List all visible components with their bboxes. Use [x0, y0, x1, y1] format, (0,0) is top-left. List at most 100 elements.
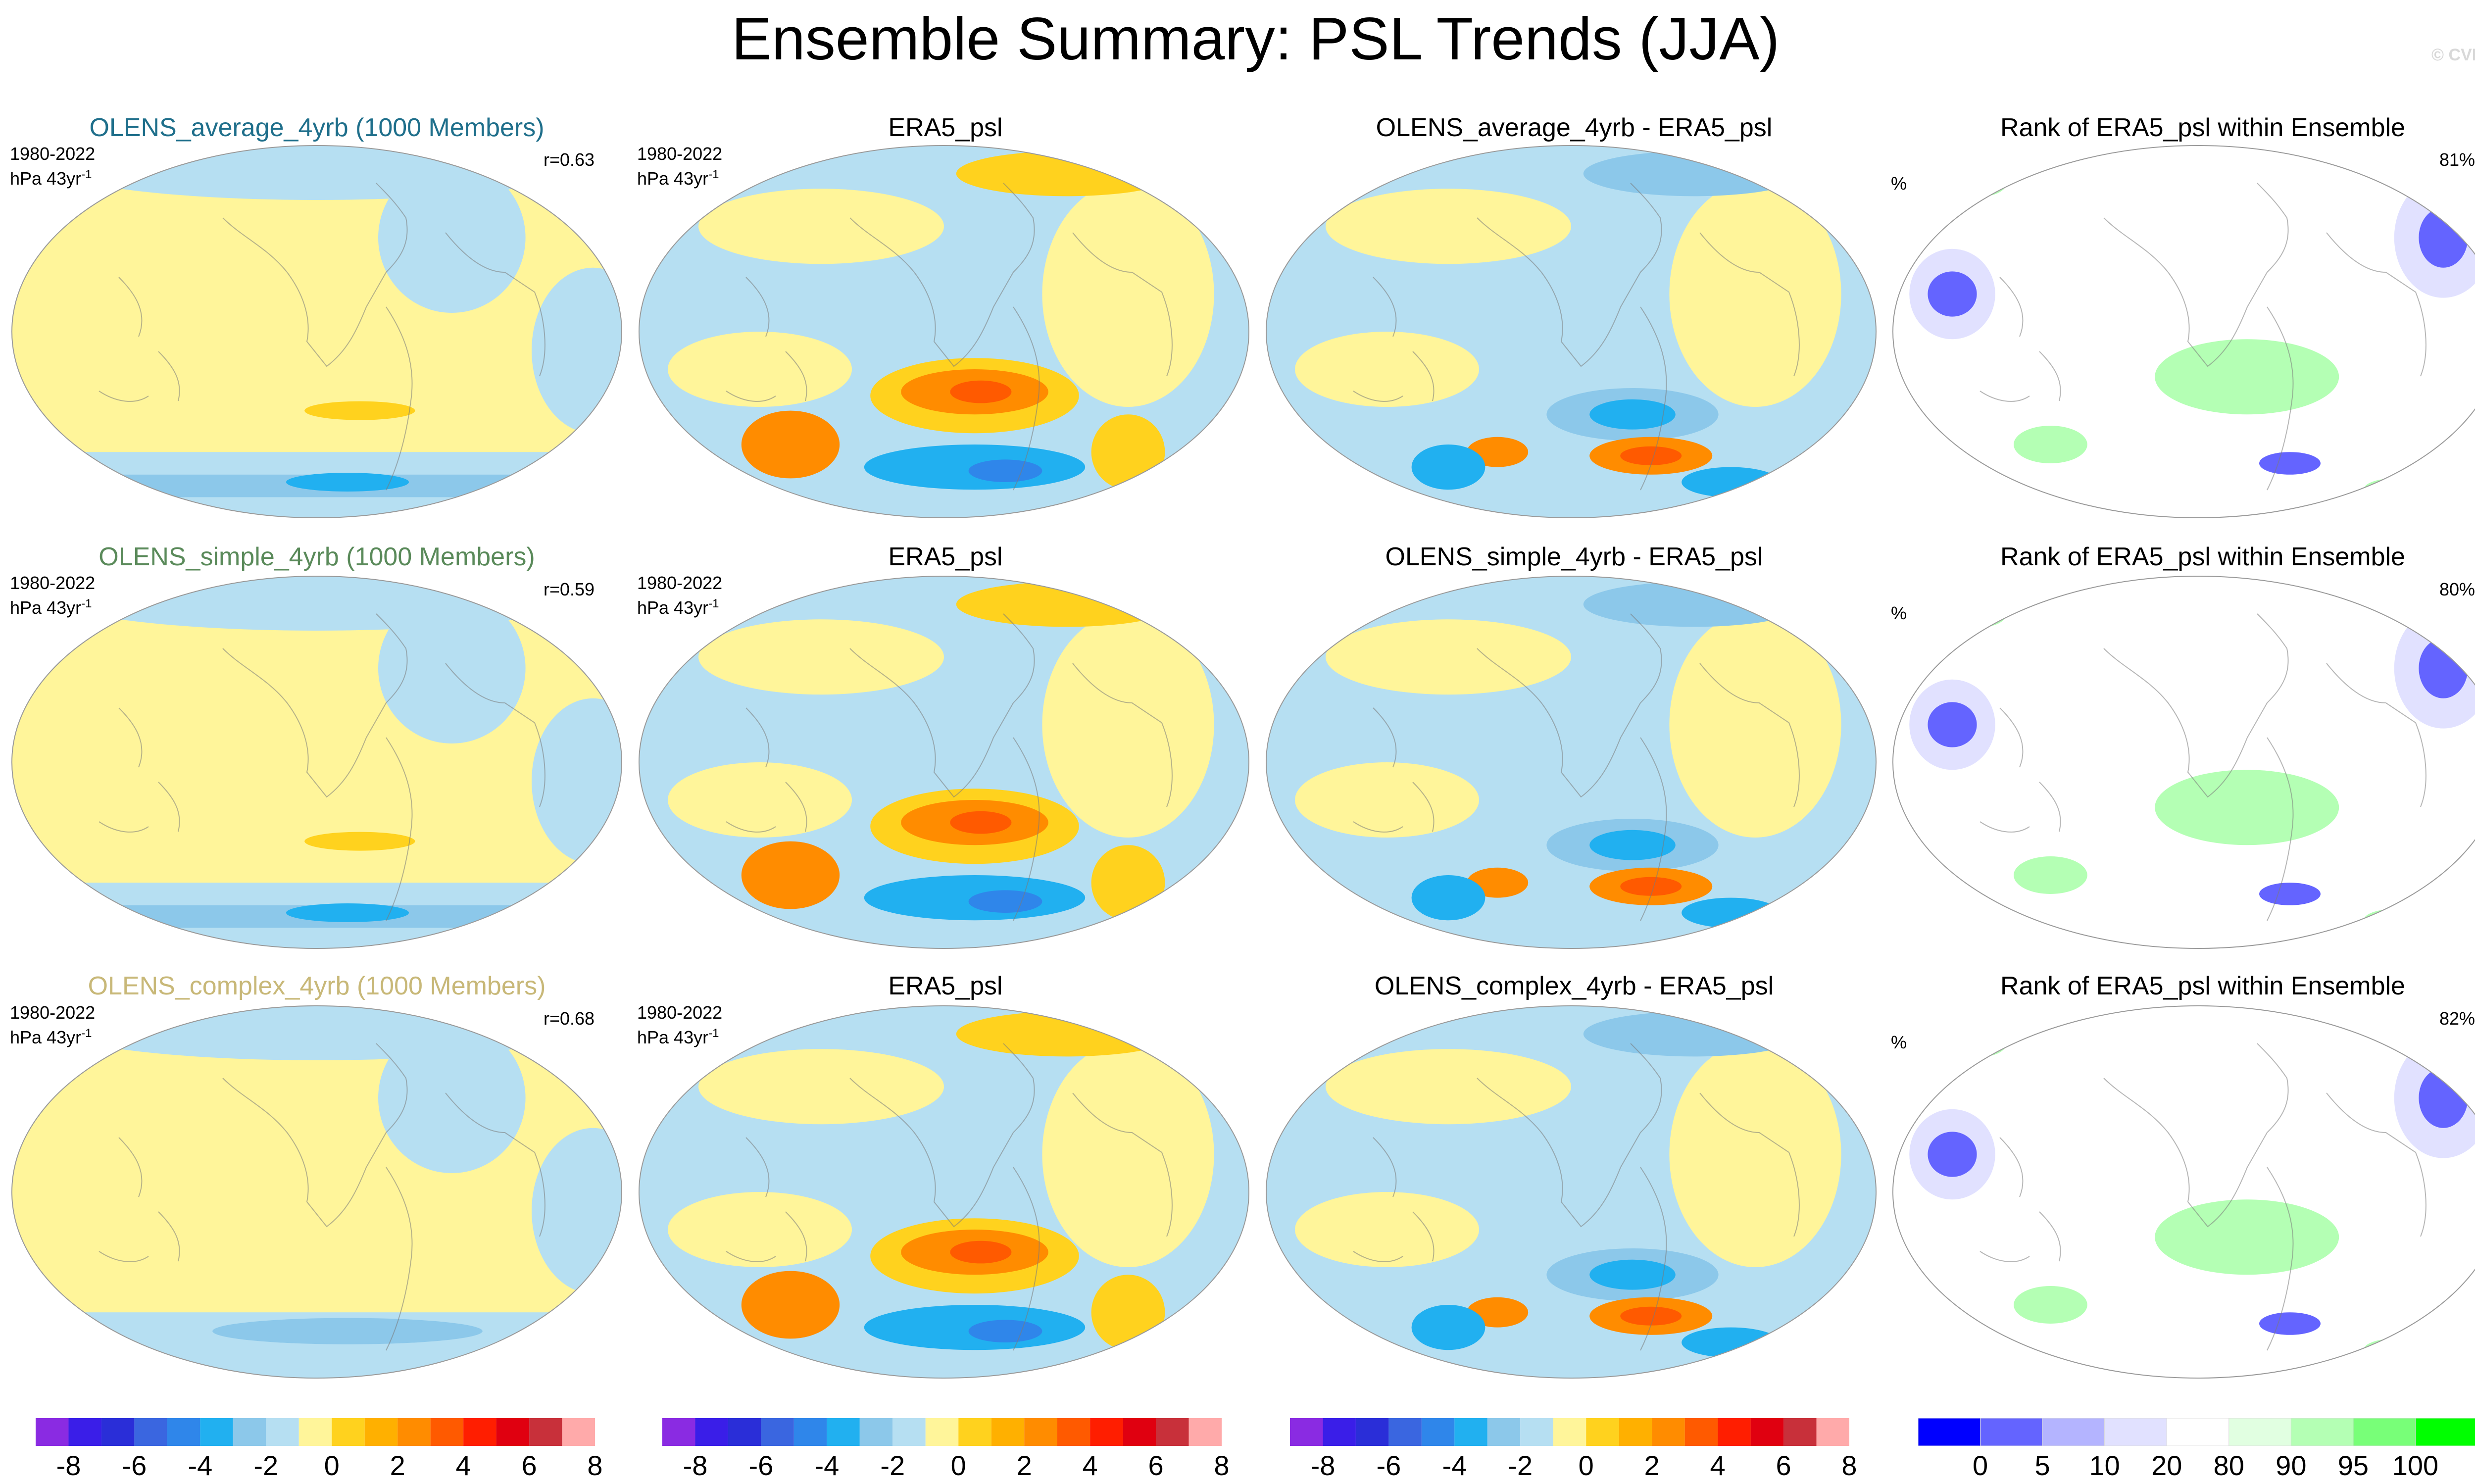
- rank-low-west: [1928, 1132, 1977, 1177]
- south-pacific-max-positive: [950, 380, 1012, 403]
- rank-high-north: [1958, 166, 2008, 197]
- coastline: [726, 613, 1173, 921]
- colorbar-tick-label: -4: [1442, 1450, 1467, 1481]
- rank-colorbar-tick-label: 95: [2337, 1450, 2369, 1481]
- coastline: [1980, 1043, 2426, 1351]
- atlantic-positive-trend: [1669, 612, 1841, 838]
- colorbar-swatch: [958, 1418, 991, 1446]
- south-pacific-strong-negative: [1589, 830, 1676, 860]
- colorbar-swatch: [1520, 1418, 1553, 1446]
- rank-high-pacific: [2155, 1199, 2339, 1275]
- colorbar-tick-label: 2: [1016, 1450, 1032, 1481]
- colorbar-swatch: [68, 1418, 101, 1446]
- map-outline: [11, 1005, 622, 1379]
- coastline: [1980, 183, 2426, 491]
- arctic-trend: [1583, 1011, 1805, 1057]
- colorbar-swatch: [233, 1418, 266, 1446]
- colorbar-tick-label: -2: [253, 1450, 279, 1481]
- colorbar-swatch: [2166, 1418, 2229, 1446]
- colorbar-swatch: [2042, 1418, 2105, 1446]
- colorbar-swatch: [1783, 1418, 1817, 1446]
- indian-southern-positive: [741, 410, 840, 479]
- period-label-row2: 1980-2022 hPa 43yr-1: [10, 573, 96, 618]
- southern-ocean-deep-negative: [968, 459, 1042, 482]
- rank-high-pacific: [2155, 770, 2339, 845]
- figure-title: Ensemble Summary: PSL Trends (JJA): [731, 5, 1780, 72]
- indian-ocean-positive-trend: [1295, 1192, 1479, 1267]
- difference-map-row1: [1266, 145, 1877, 518]
- rank-percent-row2: 80%: [2439, 579, 2475, 599]
- obs-period-label-row3: 1980-2022 hPa 43yr-1: [637, 1002, 723, 1047]
- colorbar-swatch: [1652, 1418, 1685, 1446]
- south-pacific-positive-trend: [304, 401, 415, 420]
- colorbar-swatch: [2353, 1418, 2416, 1446]
- colorbar-swatch: [397, 1418, 431, 1446]
- obs-period-label-row2: 1980-2022 hPa 43yr-1: [637, 573, 723, 618]
- rank-high-southeast: [2363, 478, 2425, 501]
- rank-field: [1893, 576, 2475, 948]
- colorbar-swatch: [1980, 1418, 2043, 1446]
- obs-title-row3: ERA5_psl: [888, 972, 1003, 1000]
- rank-high-north: [1958, 1026, 2008, 1057]
- arctic-trend: [1583, 151, 1805, 197]
- atlantic-positive-trend: [1042, 181, 1214, 407]
- atlantic-positive-trend: [1669, 1041, 1841, 1267]
- colorbar-swatch: [2228, 1418, 2291, 1446]
- arctic-trend: [1583, 582, 1805, 627]
- trend-colorbar-col3: [1290, 1418, 1849, 1446]
- colorbar-tick-label: -6: [122, 1450, 147, 1481]
- coastline: [726, 183, 1173, 491]
- colorbar-swatch: [1421, 1418, 1455, 1446]
- colorbar-swatch: [1454, 1418, 1487, 1446]
- south-pacific-max-positive: [950, 811, 1012, 834]
- colorbar-swatch: [892, 1418, 926, 1446]
- atlantic-negative-trend: [532, 267, 622, 434]
- atlantic-negative-trend: [532, 1128, 622, 1294]
- correlation-label-row2: r=0.59: [544, 579, 595, 599]
- rank-high-south: [2014, 426, 2087, 463]
- map-outline: [11, 576, 622, 949]
- rank-low-south: [2259, 452, 2321, 475]
- colorbar-swatch: [496, 1418, 530, 1446]
- colorbar-swatch: [1619, 1418, 1652, 1446]
- rank-title-row3: Rank of ERA5_psl within Ensemble: [2000, 972, 2405, 1000]
- south-atlantic-positive: [1091, 414, 1165, 490]
- arctic-trend: [956, 582, 1178, 627]
- colorbar-swatch: [2104, 1418, 2167, 1446]
- rank-field: [1893, 1006, 2475, 1378]
- southern-negative: [1411, 445, 1485, 490]
- atlantic-positive-trend: [1669, 181, 1841, 407]
- indian-ocean-positive-trend: [668, 332, 852, 407]
- rank-field: [1893, 146, 2475, 518]
- map-outline: [1892, 576, 2475, 949]
- southern-max-positive: [1620, 446, 1682, 465]
- rank-colorbar-tick-label: 0: [1972, 1450, 1988, 1481]
- colorbar-swatch: [1024, 1418, 1057, 1446]
- coastline: [726, 1043, 1173, 1351]
- colorbar-swatch: [761, 1418, 794, 1446]
- diff-title-row1: OLENS_average_4yrb - ERA5_psl: [1376, 113, 1773, 142]
- colorbar-tick-label: -6: [1376, 1450, 1401, 1481]
- colorbar-tick-label: 4: [455, 1450, 471, 1481]
- colorbar-tick-label: 6: [1148, 1450, 1164, 1481]
- rank-title-row2: Rank of ERA5_psl within Ensemble: [2000, 543, 2405, 571]
- south-pacific-max-positive: [950, 1240, 1012, 1264]
- map-outline: [1266, 1005, 1877, 1379]
- colorbar-swatch: [2415, 1418, 2475, 1446]
- colorbar-tick-label: 6: [1776, 1450, 1791, 1481]
- rank-high-north: [1958, 596, 2008, 627]
- indian-ocean-positive-trend: [1295, 762, 1479, 838]
- difference-map-row2: [1266, 576, 1877, 949]
- ensemble-title-row1: OLENS_average_4yrb (1000 Members): [89, 113, 544, 142]
- colorbar-tick-label: 8: [1841, 1450, 1857, 1481]
- rank-colorbar-tick-label: 5: [2034, 1450, 2050, 1481]
- coastline: [1353, 1043, 1800, 1351]
- south-atlantic-positive: [1091, 845, 1165, 921]
- map-outline: [1266, 145, 1877, 518]
- north-america-negative-trend: [378, 593, 526, 743]
- colorbar-swatch: [364, 1418, 398, 1446]
- colorbar-swatch: [925, 1418, 959, 1446]
- map-outline: [1892, 1005, 2475, 1379]
- ensemble-title-row2: OLENS_simple_4yrb (1000 Members): [99, 543, 535, 571]
- southern-ocean-deep-negative: [968, 1320, 1042, 1342]
